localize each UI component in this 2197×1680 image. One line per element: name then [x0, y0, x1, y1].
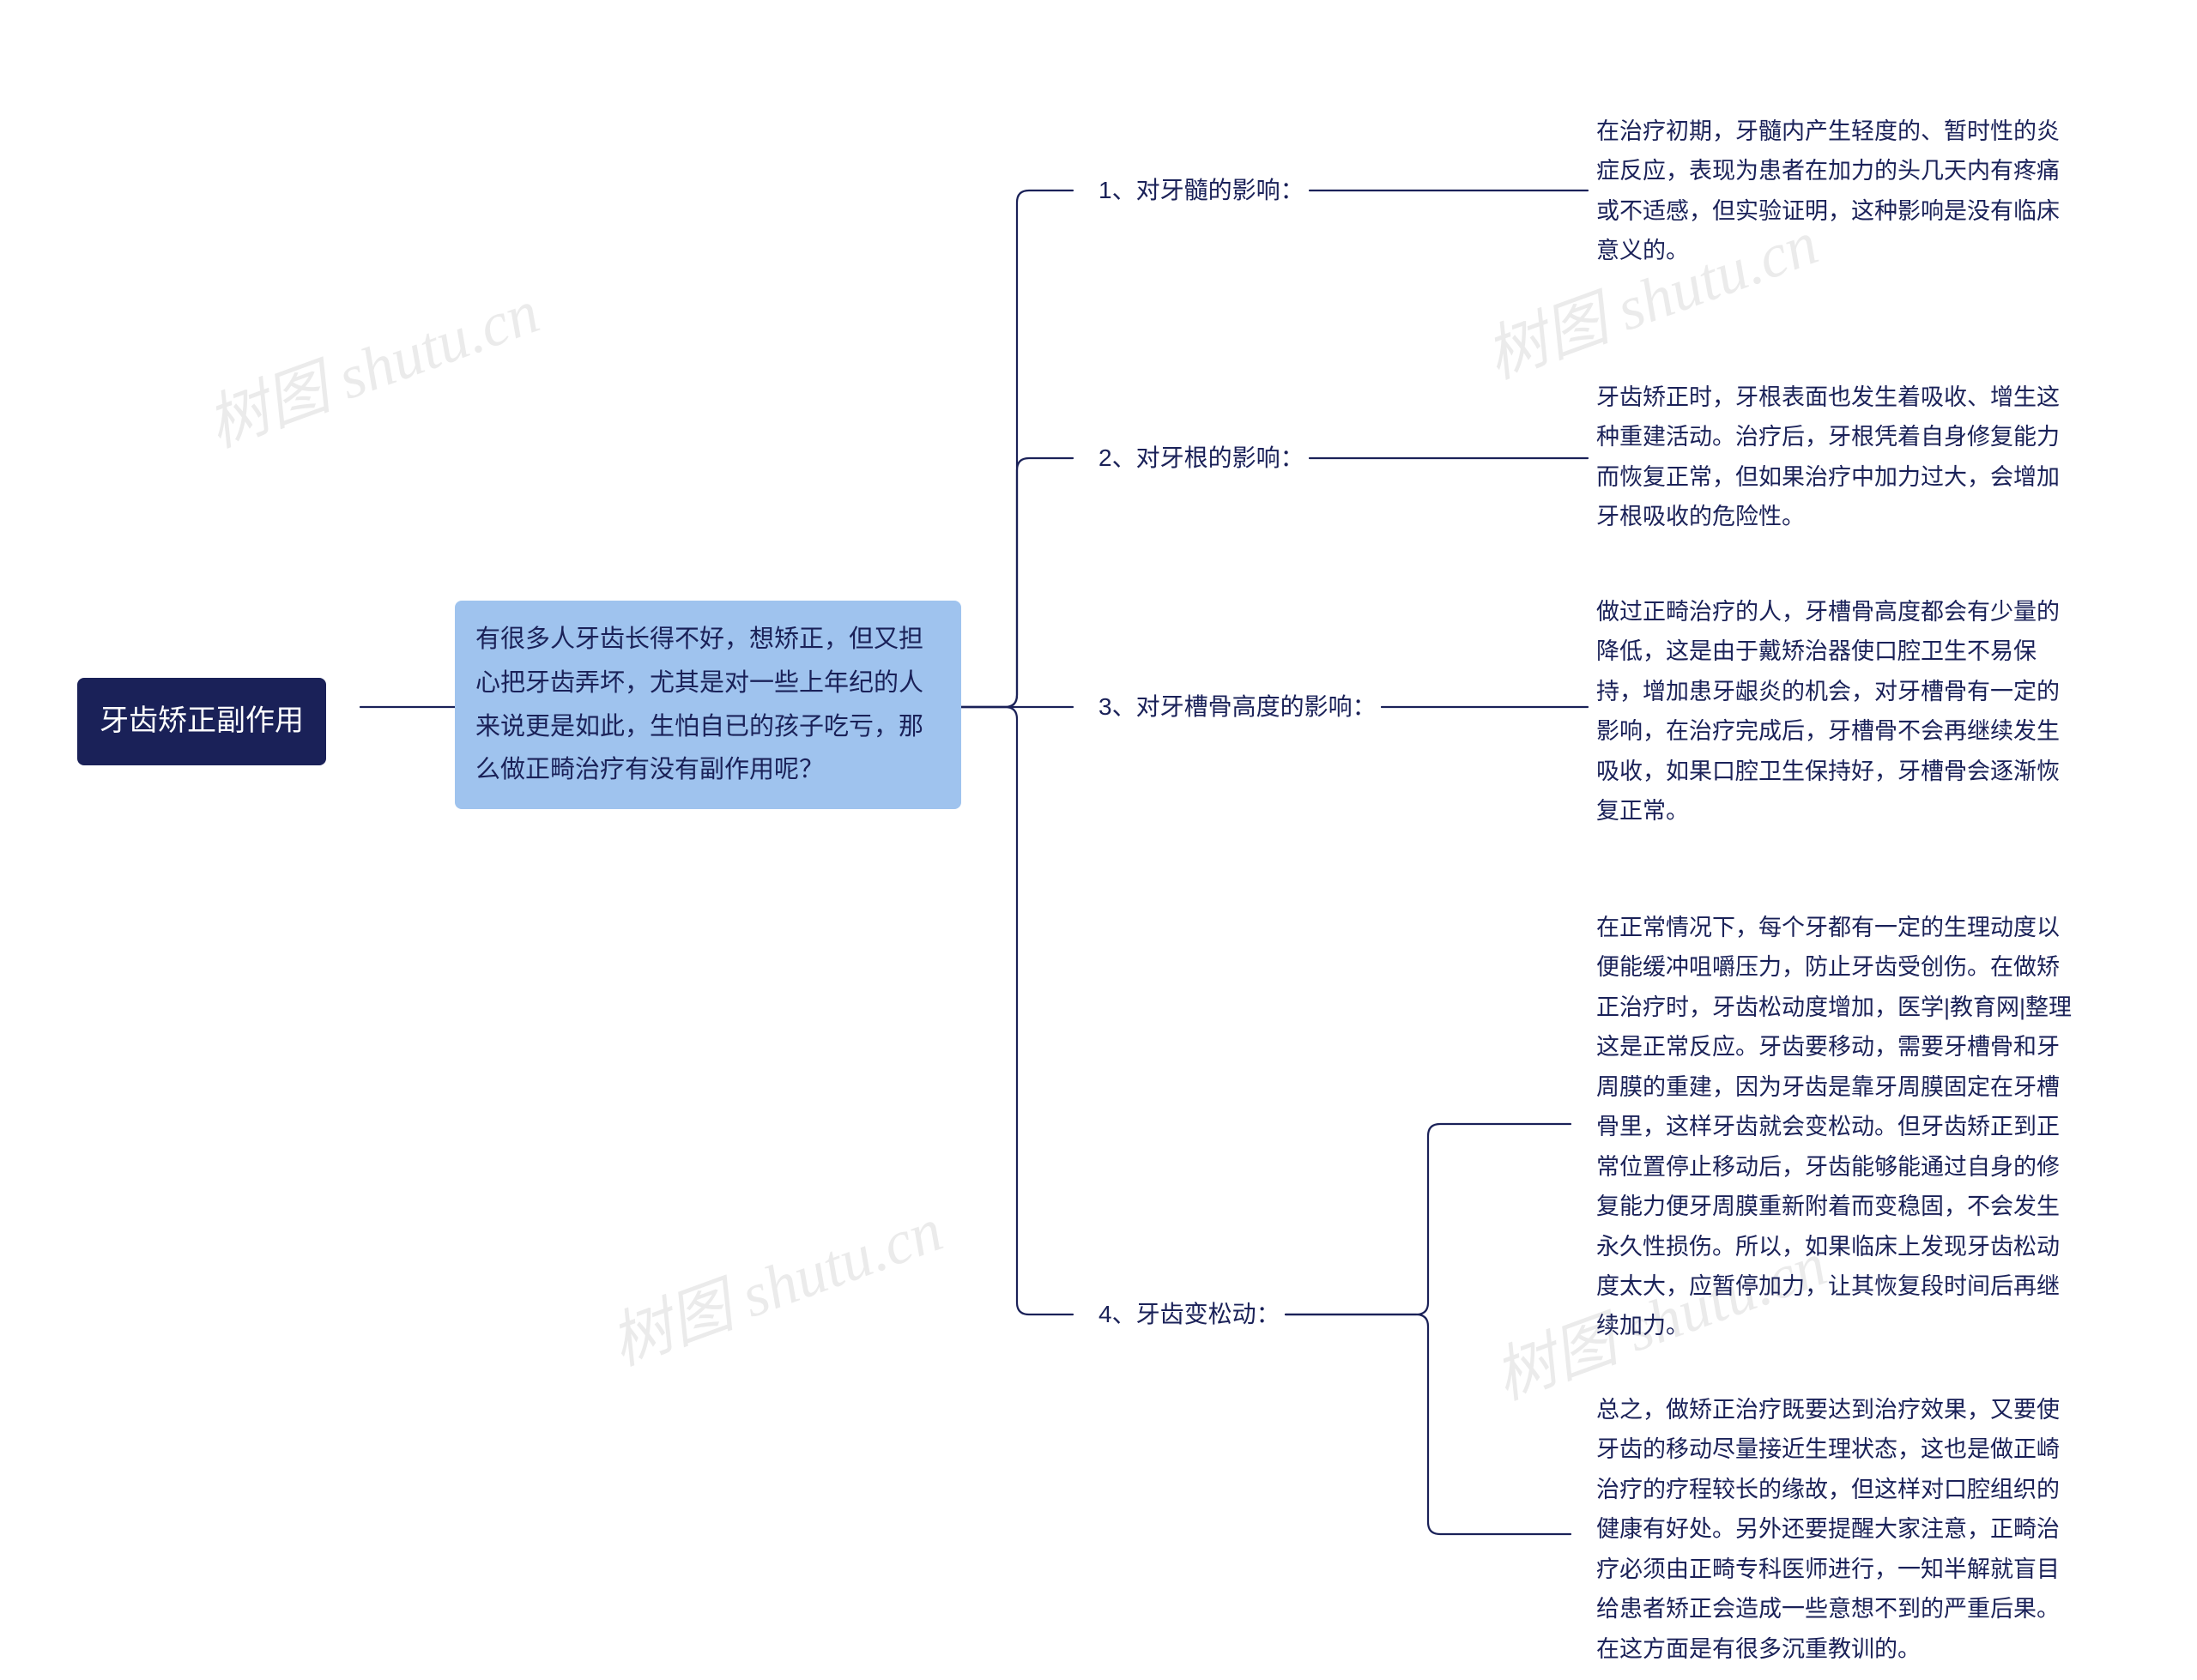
level2-l2-4: 4、牙齿变松动： [1098, 1294, 1280, 1335]
level2-l2-3: 3、对牙槽骨高度的影响： [1098, 686, 1377, 728]
watermark: 树图 shutu.cn [596, 1179, 953, 1382]
mindmap-canvas: 树图 shutu.cn树图 shutu.cn树图 shutu.cn树图 shut… [0, 0, 2197, 1680]
leaf-0: 在治疗初期，牙髓内产生轻度的、暂时性的炎症反应，表现为患者在加力的头几天内有疼痛… [1596, 112, 2077, 271]
level2-l2-1: 1、对牙髓的影响： [1098, 170, 1304, 211]
leaf-2: 做过正畸治疗的人，牙槽骨高度都会有少量的降低，这是由于戴矫治器使口腔卫生不易保持… [1596, 592, 2077, 831]
leaf-4: 总之，做矫正治疗既要达到治疗效果，又要使牙齿的移动尽量接近生理状态，这也是做正崎… [1596, 1390, 2077, 1669]
root-node: 牙齿矫正副作用 [77, 678, 326, 765]
intro-node: 有很多人牙齿长得不好，想矫正，但又担心把牙齿弄坏，尤其是对一些上年纪的人来说更是… [455, 601, 961, 809]
level2-l2-2: 2、对牙根的影响： [1098, 438, 1304, 479]
leaf-3: 在正常情况下，每个牙都有一定的生理动度以便能缓冲咀嚼压力，防止牙齿受创伤。在做矫… [1596, 908, 2077, 1346]
leaf-1: 牙齿矫正时，牙根表面也发生着吸收、增生这种重建活动。治疗后，牙根凭着自身修复能力… [1596, 378, 2077, 537]
watermark: 树图 shutu.cn [192, 261, 549, 464]
